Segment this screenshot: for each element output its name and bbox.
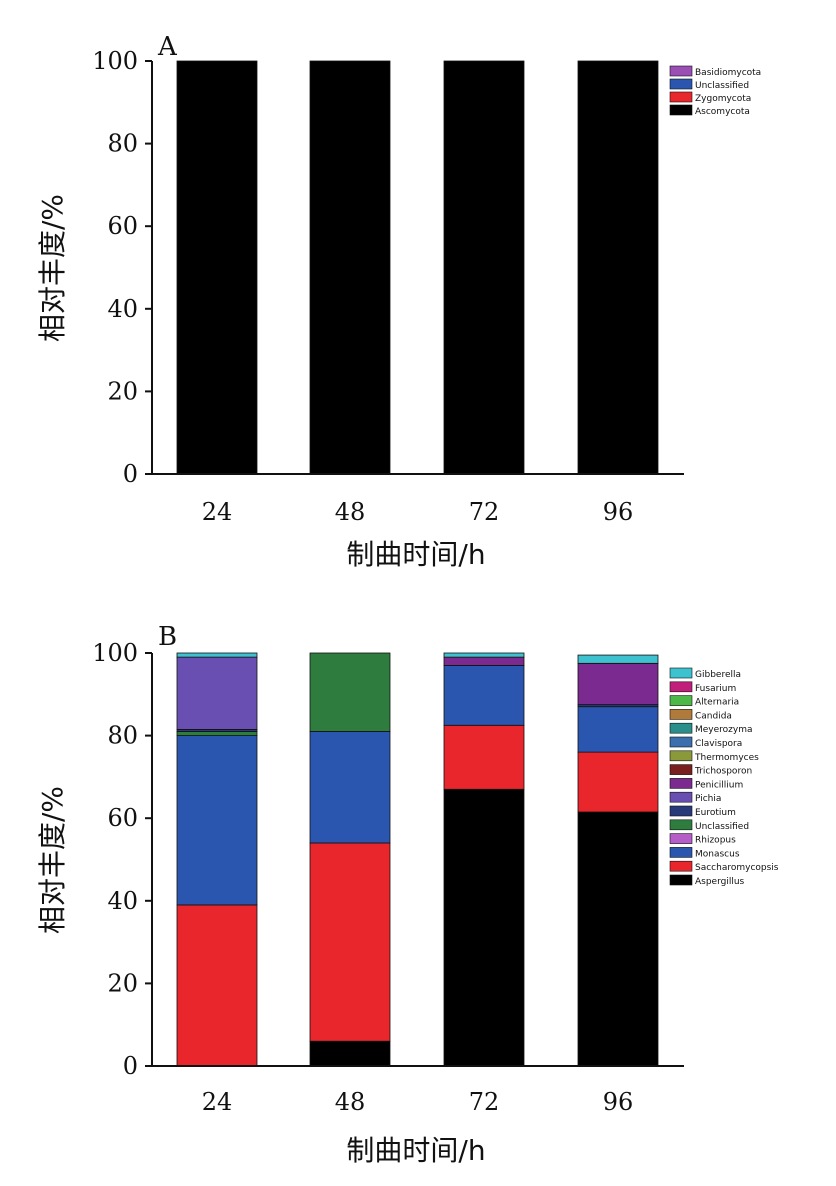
legend-label: Aspergillus <box>695 877 745 887</box>
legend-swatch <box>669 764 693 775</box>
legend-swatch <box>669 805 693 817</box>
legend-label: Candida <box>695 711 732 721</box>
bar-segment-48-monascus <box>309 731 391 844</box>
y-tick-label: 20 <box>107 969 138 997</box>
legend-swatch <box>669 91 693 103</box>
legend-label: Pichia <box>695 794 721 804</box>
legend-swatch <box>669 104 693 116</box>
legend-swatch <box>669 667 693 679</box>
legend-swatch <box>669 750 693 762</box>
legend-swatch <box>669 778 693 789</box>
legend-swatch <box>669 860 693 872</box>
y-tick-label: 20 <box>107 377 138 405</box>
bar-segment-48-saccharomycopsis <box>309 842 391 1042</box>
x-tick-label: 48 <box>335 1088 366 1116</box>
x-tick-label: 96 <box>603 1088 634 1116</box>
y-tick-label: 100 <box>92 47 138 75</box>
legend-label: Basidiomycota <box>695 68 761 78</box>
bar-segment-24-gibberella <box>176 652 258 658</box>
legend-label: Unclassified <box>695 822 749 832</box>
bar-segment-24-ascomycota <box>176 60 258 475</box>
x-tick-label: 72 <box>469 498 500 526</box>
legend-label: Zygomycota <box>695 94 751 104</box>
y-tick-label: 0 <box>123 460 138 488</box>
bar-segment-24-unclassified <box>176 731 258 736</box>
legend-label: Eurotium <box>695 808 736 818</box>
x-axis-label: 制曲时间/h <box>346 1134 485 1167</box>
y-tick-label: 80 <box>107 130 138 158</box>
x-tick-label: 96 <box>603 498 634 526</box>
legend-label: Gibberella <box>695 670 741 680</box>
legend-swatch <box>669 681 693 693</box>
bar-segment-48-aspergillus <box>309 1040 391 1067</box>
x-tick-label: 24 <box>202 498 233 526</box>
legend-label: Saccharomycopsis <box>695 863 779 873</box>
panel-label: B <box>158 622 177 652</box>
bar-segment-72-monascus <box>443 664 525 726</box>
bar-segment-96-penicillium <box>577 662 659 706</box>
y-tick-label: 40 <box>107 887 138 915</box>
legend-label: Ascomycota <box>695 107 750 117</box>
bar-segment-72-gibberella <box>443 652 525 658</box>
bar-segment-96-ascomycota <box>577 60 659 475</box>
bar-segment-72-saccharomycopsis <box>443 724 525 790</box>
chart-panel-a: A 0 20 40 60 80 100 24 48 72 96 制曲时间/h 相对丰度/% Basidio… <box>36 32 761 571</box>
x-tick-label: 24 <box>202 1088 233 1116</box>
legend-swatch <box>669 722 693 734</box>
x-tick-label: 72 <box>469 1088 500 1116</box>
legend-label: Meyerozyma <box>695 725 753 735</box>
bar-segment-24-pichia <box>176 656 258 730</box>
legend-label: Alternaria <box>695 698 739 708</box>
panel-label: A <box>157 32 178 62</box>
y-axis-label: 相对丰度/% <box>36 786 69 934</box>
legend-label: Rhizopus <box>695 836 736 846</box>
y-tick-label: 0 <box>123 1052 138 1080</box>
legend-swatch <box>669 833 693 844</box>
legend-swatch <box>669 874 693 886</box>
bar-segment-24-saccharomycopsis <box>176 904 258 1067</box>
y-tick-label: 60 <box>107 804 138 832</box>
legend-label: Penicillium <box>695 780 743 790</box>
legend-label: Thermomyces <box>694 753 759 763</box>
y-tick-label: 80 <box>107 722 138 750</box>
bar-segment-24-monascus <box>176 735 258 906</box>
y-tick-label: 40 <box>107 295 138 323</box>
bar-segment-96-monascus <box>577 706 659 753</box>
legend: Gibberella Fusarium Alternaria Candida Meyer… <box>669 667 779 887</box>
y-tick-label: 100 <box>92 639 138 667</box>
legend-label: Fusarium <box>695 684 736 694</box>
legend: Basidiomycota Unclassified Zygomycota Ascom… <box>669 65 761 117</box>
x-axis-label: 制曲时间/h <box>346 538 485 571</box>
legend-swatch <box>669 695 693 706</box>
bar-segment-96-aspergillus <box>577 811 659 1067</box>
legend-swatch <box>669 791 693 803</box>
bar-segment-96-saccharomycopsis <box>577 751 659 813</box>
y-tick-label: 60 <box>107 212 138 240</box>
bar-segment-48-unclassified <box>309 652 391 732</box>
legend-label: Monascus <box>695 849 740 859</box>
bar-segment-72-penicillium <box>443 656 525 666</box>
y-axis-label: 相对丰度/% <box>36 194 69 342</box>
legend-swatch <box>669 819 693 831</box>
bar-segment-72-aspergillus <box>443 788 525 1067</box>
legend-swatch <box>669 65 693 77</box>
legend-label: Clavispora <box>695 739 742 749</box>
legend-swatch <box>669 847 693 858</box>
bar-segment-72-ascomycota <box>443 60 525 475</box>
bar-segment-96-gibberella <box>577 654 659 664</box>
chart-panel-b: B 0 20 40 60 80 100 24 48 72 96 制曲时间/h 相对丰度/% Gibbere… <box>36 622 779 1167</box>
legend-swatch <box>669 736 693 748</box>
legend-swatch <box>669 78 693 90</box>
bar-segment-48-ascomycota <box>309 60 391 475</box>
x-tick-label: 48 <box>335 498 366 526</box>
legend-label: Trichosporon <box>694 767 752 777</box>
legend-swatch <box>669 709 693 720</box>
legend-label: Unclassified <box>695 81 749 91</box>
